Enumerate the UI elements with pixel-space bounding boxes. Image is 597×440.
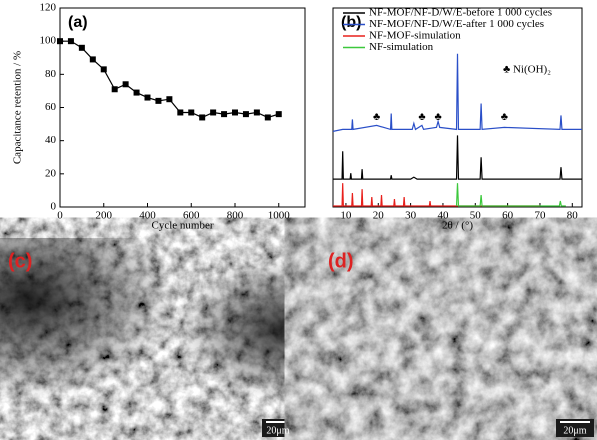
x-tick-label: 60 [502, 210, 514, 222]
data-point [264, 114, 271, 121]
peak-marker: ♣ [373, 111, 380, 123]
series-line [332, 53, 582, 132]
plot-frame [332, 7, 583, 208]
x-tick-label: 50 [470, 210, 482, 222]
scale-bar-label: 20μm [266, 425, 289, 436]
x-tick-label: 70 [534, 210, 546, 222]
y-tick-label: 20 [45, 167, 57, 179]
y-tick-label: 60 [45, 101, 57, 113]
legend-label: NF-MOF/NF-D/W/E-after 1 000 cycles [369, 18, 544, 30]
plot-frame [59, 7, 306, 208]
y-tick-label: 80 [45, 68, 57, 80]
data-point [166, 96, 173, 103]
x-tick-label: 600 [183, 210, 200, 222]
x-tick-label: 10 [340, 210, 352, 222]
peak-marker: ♣ [418, 111, 425, 123]
data-point [188, 109, 195, 116]
peak-marker: ♣ [434, 111, 441, 123]
x-tick-label: 800 [227, 210, 244, 222]
sem-image-d [313, 238, 597, 440]
panel-label: (b) [341, 14, 361, 31]
data-point [122, 81, 129, 88]
y-tick-label: 100 [40, 35, 57, 47]
sem-image-c [0, 238, 297, 440]
series-line [60, 40, 279, 119]
x-tick-label: 80 [567, 210, 579, 222]
panel-label: (a) [68, 14, 88, 31]
data-point [57, 38, 63, 45]
series-line [333, 135, 582, 180]
data-point [100, 66, 107, 73]
data-point [232, 109, 238, 116]
data-point [210, 109, 217, 116]
data-point [155, 97, 162, 104]
panel-label: (c) [8, 250, 32, 272]
x-tick-label: 30 [405, 210, 417, 222]
data-point [253, 109, 260, 116]
data-point [221, 111, 228, 118]
x-tick-label: 1000 [268, 210, 291, 222]
legend-label: NF-MOF-simulation [369, 30, 461, 42]
data-point [275, 111, 282, 118]
legend-label: NF-MOF/NF-D/W/E-before 1 000 cycles [369, 7, 552, 19]
scale-bar-label: 20μm [563, 425, 586, 436]
series-line [333, 183, 540, 207]
legend-label: NF-simulation [369, 41, 434, 53]
x-axis-label: Cycle number [151, 220, 213, 232]
data-point [111, 86, 118, 93]
x-tick-label: 200 [96, 210, 113, 222]
data-point [67, 38, 74, 45]
y-tick-label: 40 [45, 134, 57, 146]
x-tick-label: 40 [437, 210, 449, 222]
series-line [455, 183, 566, 207]
x-tick-label: 0 [57, 210, 63, 222]
x-tick-label: 20 [373, 210, 385, 222]
x-tick-label: 400 [139, 210, 156, 222]
data-point [78, 44, 85, 51]
panel-label: (d) [328, 250, 354, 272]
data-point [133, 89, 140, 96]
data-point [144, 94, 151, 101]
data-point [199, 114, 206, 121]
y-tick-label: 120 [40, 2, 57, 14]
x-axis-label: 2θ / (°) [442, 220, 473, 232]
y-axis-label: Capacitance retention / % [12, 51, 24, 164]
peak-marker: ♣ [501, 111, 508, 123]
data-point [177, 109, 184, 116]
data-point [242, 111, 249, 118]
y-tick-label: 0 [51, 201, 57, 213]
annotation: ♣ Ni(OH)₂ [503, 64, 551, 76]
data-point [89, 56, 96, 63]
